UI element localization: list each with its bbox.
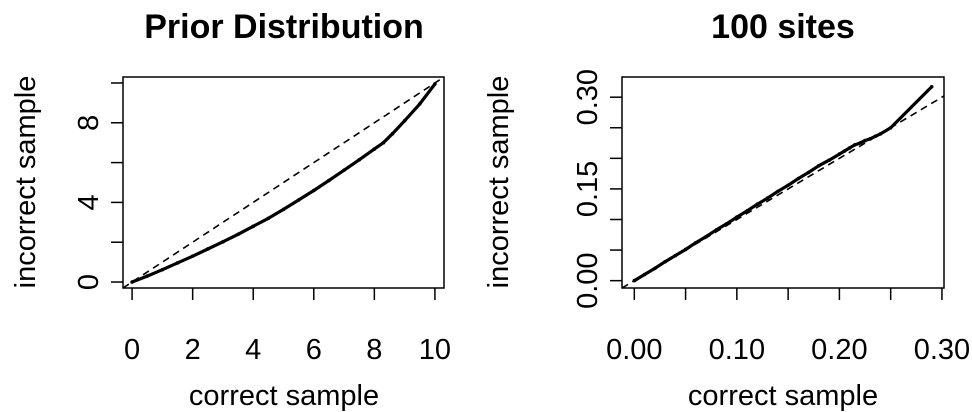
plot-frame bbox=[621, 76, 945, 289]
panel-100-sites: 100 sites 0.00 0.10 0.20 0.30 0.00 0.15 0.30 cor… bbox=[483, 8, 970, 412]
qq-point bbox=[417, 102, 422, 106]
y-tick-label: 0.00 bbox=[572, 252, 604, 308]
chart-title: 100 sites bbox=[711, 8, 855, 46]
y-axis-label: incorrect sample bbox=[483, 76, 515, 289]
qq-point bbox=[704, 234, 708, 239]
qq-point bbox=[327, 178, 331, 183]
qq-point bbox=[251, 224, 256, 229]
plot-frame bbox=[122, 76, 445, 289]
qq-point bbox=[402, 118, 407, 123]
chart-title: Prior Distribution bbox=[144, 8, 424, 46]
qq-point bbox=[888, 125, 893, 130]
qq-point bbox=[381, 140, 386, 145]
qq-point bbox=[296, 198, 301, 202]
qq-point bbox=[858, 141, 862, 145]
qq-point bbox=[130, 280, 134, 284]
x-tick-label: 0.00 bbox=[606, 334, 662, 366]
x-tick-label: 6 bbox=[306, 334, 322, 366]
panel-prior-distribution: Prior Distribution 0 2 4 6 8 10 0 4 8 correct samp… bbox=[10, 8, 451, 412]
x-tick-label: 0.30 bbox=[914, 334, 970, 366]
qq-point bbox=[433, 82, 437, 86]
qq-point bbox=[632, 278, 637, 283]
qq-point bbox=[863, 138, 867, 143]
x-tick-label: 10 bbox=[419, 334, 451, 366]
qq-point bbox=[724, 221, 729, 226]
qq-point bbox=[817, 163, 821, 168]
qq-point bbox=[842, 149, 847, 153]
qq-point bbox=[357, 158, 362, 162]
qq-point bbox=[786, 183, 790, 188]
qq-point bbox=[852, 143, 857, 147]
qq-point bbox=[390, 131, 395, 136]
x-axis-label: correct sample bbox=[189, 380, 379, 412]
qq-point bbox=[776, 189, 780, 194]
qq-point bbox=[683, 247, 688, 252]
qq-point bbox=[878, 132, 883, 136]
qq-point bbox=[673, 253, 678, 258]
x-tick-label: 2 bbox=[185, 334, 201, 366]
qq-point bbox=[837, 152, 842, 156]
qq-point bbox=[873, 134, 878, 139]
reference-line bbox=[123, 77, 444, 288]
qq-point bbox=[827, 158, 831, 162]
x-tick-label: 0.10 bbox=[709, 334, 765, 366]
qq-point bbox=[311, 188, 316, 193]
qq-point bbox=[145, 274, 150, 278]
qq-series-line bbox=[131, 83, 437, 284]
x-tick-label: 8 bbox=[366, 334, 382, 366]
y-tick-label: 4 bbox=[73, 194, 105, 210]
x-tick-label: 0.20 bbox=[811, 334, 867, 366]
y-tick-label: 8 bbox=[73, 115, 105, 131]
qq-point bbox=[205, 247, 210, 251]
qq-point bbox=[190, 254, 195, 258]
qq-point bbox=[868, 136, 872, 141]
qq-series-line bbox=[633, 85, 933, 283]
qq-point bbox=[735, 215, 739, 219]
qq-point bbox=[266, 216, 271, 221]
qq-point bbox=[663, 259, 667, 264]
qq-point bbox=[929, 84, 934, 89]
y-tick-label: 0.30 bbox=[572, 69, 604, 125]
qq-point bbox=[745, 209, 749, 213]
qq-point bbox=[281, 207, 286, 212]
qq-point bbox=[221, 240, 225, 244]
qq-point bbox=[372, 147, 377, 151]
qq-point bbox=[806, 170, 811, 175]
y-tick-label: 0 bbox=[73, 274, 105, 290]
qq-point bbox=[642, 272, 647, 277]
qq-point bbox=[236, 232, 240, 237]
x-tick-label: 0 bbox=[124, 334, 140, 366]
x-tick-label: 4 bbox=[245, 334, 261, 366]
qq-point bbox=[175, 261, 180, 265]
qq-point bbox=[342, 168, 346, 172]
y-axis-label: incorrect sample bbox=[10, 76, 42, 289]
qq-point bbox=[755, 202, 760, 207]
qq-point bbox=[847, 146, 852, 150]
qq-point bbox=[765, 196, 770, 200]
x-axis-label: correct sample bbox=[688, 380, 878, 412]
qq-point bbox=[796, 176, 801, 181]
y-tick-label: 0.15 bbox=[572, 161, 604, 217]
qq-point bbox=[694, 240, 698, 245]
qq-point bbox=[160, 267, 165, 272]
reference-line bbox=[622, 95, 944, 288]
qq-point bbox=[653, 266, 657, 271]
qq-point bbox=[714, 228, 719, 232]
